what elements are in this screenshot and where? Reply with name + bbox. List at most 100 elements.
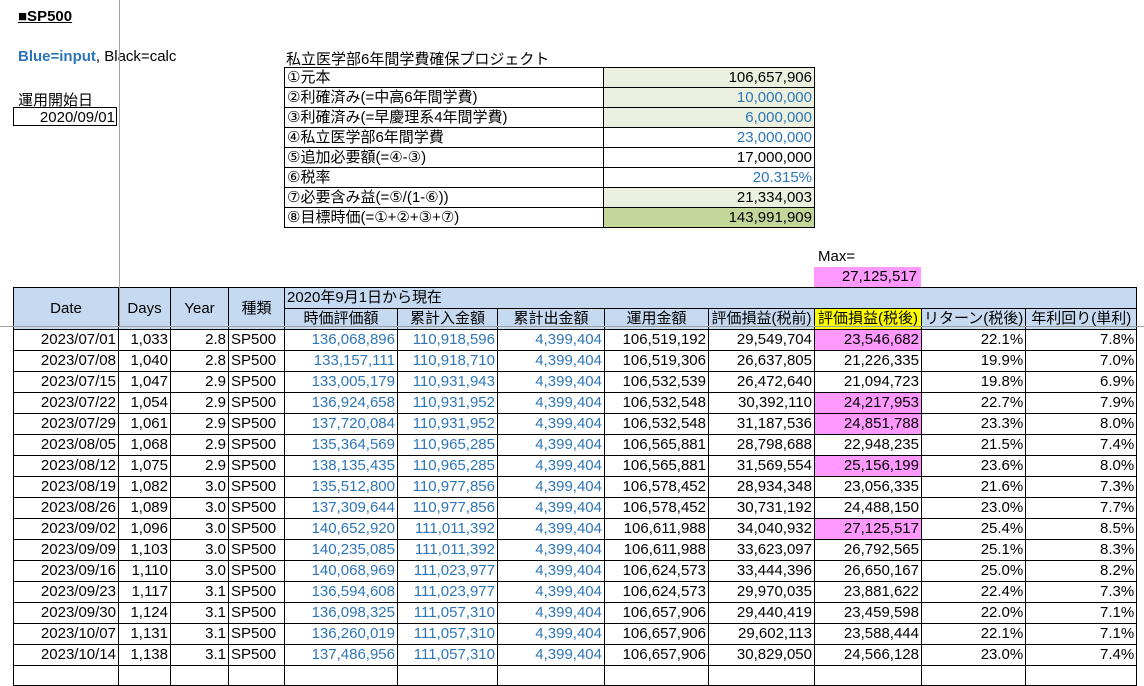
cell-annual-yield[interactable]: 8.0% (1025, 413, 1138, 435)
header-return-aftertax[interactable]: リターン(税後) (920, 308, 1027, 330)
summary-label[interactable]: ②利確済み(=中高6年間学費) (284, 87, 604, 108)
cell-cumulative-deposit[interactable]: 111,023,977 (397, 560, 498, 582)
cell-pnl-aftertax[interactable]: 23,459,598 (814, 602, 922, 624)
cell-year[interactable]: 2.9 (170, 455, 229, 477)
cell-days[interactable]: 1,089 (118, 497, 171, 519)
cell-cumulative-withdrawal[interactable]: 4,399,404 (497, 413, 605, 435)
summary-value[interactable]: 21,334,003 (603, 187, 815, 208)
cell-return-aftertax[interactable]: 23.0% (920, 644, 1027, 666)
cell-return-aftertax[interactable]: 21.6% (920, 476, 1027, 498)
cell-pnl-aftertax[interactable]: 24,851,788 (814, 413, 922, 435)
cell-date[interactable]: 2023/07/08 (13, 350, 119, 372)
cell-days[interactable]: 1,124 (118, 602, 171, 624)
cell-year[interactable]: 3.1 (170, 644, 229, 666)
summary-label[interactable]: ④私立医学部6年間学費 (284, 127, 604, 148)
cell-type[interactable]: SP500 (228, 581, 285, 603)
project-title[interactable]: 私立医学部6年間学費確保プロジェクト (286, 51, 550, 68)
cell-pnl-pretax[interactable]: 33,623,097 (708, 539, 815, 561)
empty-cell[interactable] (228, 665, 285, 686)
cell-annual-yield[interactable]: 7.0% (1025, 350, 1138, 372)
cell-cumulative-withdrawal[interactable]: 4,399,404 (497, 623, 605, 645)
header-type[interactable]: 種類 (228, 287, 285, 330)
cell-market-value[interactable]: 136,260,019 (284, 623, 398, 645)
cell-invested-amount[interactable]: 106,657,906 (604, 623, 709, 645)
cell-days[interactable]: 1,082 (118, 476, 171, 498)
empty-cell[interactable] (397, 665, 498, 686)
empty-cell[interactable] (13, 665, 119, 686)
cell-market-value[interactable]: 137,309,644 (284, 497, 398, 519)
cell-year[interactable]: 3.0 (170, 518, 229, 540)
cell-return-aftertax[interactable]: 19.9% (920, 350, 1027, 372)
cell-return-aftertax[interactable]: 25.4% (920, 518, 1027, 540)
cell-invested-amount[interactable]: 106,565,881 (604, 434, 709, 456)
cell-pnl-aftertax[interactable]: 25,156,199 (814, 455, 922, 477)
cell-pnl-pretax[interactable]: 29,602,113 (708, 623, 815, 645)
cell-days[interactable]: 1,054 (118, 392, 171, 414)
cell-cumulative-withdrawal[interactable]: 4,399,404 (497, 539, 605, 561)
empty-cell[interactable] (118, 665, 171, 686)
cell-cumulative-withdrawal[interactable]: 4,399,404 (497, 434, 605, 456)
cell-type[interactable]: SP500 (228, 476, 285, 498)
header-cumulative-deposit[interactable]: 累計入金額 (397, 308, 498, 330)
summary-label[interactable]: ①元本 (284, 67, 604, 88)
cell-cumulative-withdrawal[interactable]: 4,399,404 (497, 518, 605, 540)
cell-annual-yield[interactable]: 8.5% (1025, 518, 1138, 540)
empty-cell[interactable] (708, 665, 815, 686)
cell-invested-amount[interactable]: 106,532,548 (604, 413, 709, 435)
cell-pnl-aftertax[interactable]: 23,881,622 (814, 581, 922, 603)
header-days[interactable]: Days (118, 287, 171, 330)
cell-date[interactable]: 2023/08/19 (13, 476, 119, 498)
cell-pnl-pretax[interactable]: 28,934,348 (708, 476, 815, 498)
cell-year[interactable]: 3.1 (170, 581, 229, 603)
cell-pnl-aftertax[interactable]: 23,546,682 (814, 329, 922, 351)
cell-cumulative-withdrawal[interactable]: 4,399,404 (497, 350, 605, 372)
cell-cumulative-deposit[interactable]: 111,057,310 (397, 602, 498, 624)
cell-pnl-pretax[interactable]: 31,569,554 (708, 455, 815, 477)
cell-market-value[interactable]: 138,135,435 (284, 455, 398, 477)
cell-pnl-aftertax[interactable]: 21,226,335 (814, 350, 922, 372)
cell-market-value[interactable]: 137,486,956 (284, 644, 398, 666)
cell-date[interactable]: 2023/08/12 (13, 455, 119, 477)
summary-value[interactable]: 6,000,000 (603, 107, 815, 128)
cell-return-aftertax[interactable]: 23.3% (920, 413, 1027, 435)
cell-invested-amount[interactable]: 106,657,906 (604, 602, 709, 624)
cell-days[interactable]: 1,117 (118, 581, 171, 603)
cell-type[interactable]: SP500 (228, 455, 285, 477)
cell-market-value[interactable]: 140,652,920 (284, 518, 398, 540)
empty-cell[interactable] (284, 665, 398, 686)
cell-pnl-aftertax[interactable]: 22,948,235 (814, 434, 922, 456)
cell-cumulative-withdrawal[interactable]: 4,399,404 (497, 497, 605, 519)
cell-type[interactable]: SP500 (228, 392, 285, 414)
cell-cumulative-deposit[interactable]: 111,011,392 (397, 518, 498, 540)
summary-value[interactable]: 17,000,000 (603, 147, 815, 168)
start-date-label[interactable]: 運用開始日 (18, 92, 94, 109)
cell-annual-yield[interactable]: 7.3% (1025, 581, 1138, 603)
cell-annual-yield[interactable]: 7.7% (1025, 497, 1138, 519)
cell-return-aftertax[interactable]: 23.6% (920, 455, 1027, 477)
cell-cumulative-deposit[interactable]: 110,965,285 (397, 434, 498, 456)
header-year[interactable]: Year (170, 287, 229, 330)
cell-year[interactable]: 2.9 (170, 434, 229, 456)
cell-cumulative-deposit[interactable]: 110,918,596 (397, 329, 498, 351)
cell-cumulative-withdrawal[interactable]: 4,399,404 (497, 560, 605, 582)
cell-annual-yield[interactable]: 8.0% (1025, 455, 1138, 477)
cell-date[interactable]: 2023/08/05 (13, 434, 119, 456)
cell-invested-amount[interactable]: 106,578,452 (604, 476, 709, 498)
cell-type[interactable]: SP500 (228, 413, 285, 435)
cell-market-value[interactable]: 137,720,084 (284, 413, 398, 435)
cell-type[interactable]: SP500 (228, 371, 285, 393)
cell-pnl-aftertax[interactable]: 27,125,517 (814, 518, 922, 540)
cell-date[interactable]: 2023/07/15 (13, 371, 119, 393)
summary-value[interactable]: 23,000,000 (603, 127, 815, 148)
cell-days[interactable]: 1,138 (118, 644, 171, 666)
cell-days[interactable]: 1,096 (118, 518, 171, 540)
cell-cumulative-deposit[interactable]: 110,918,710 (397, 350, 498, 372)
cell-pnl-pretax[interactable]: 33,444,396 (708, 560, 815, 582)
cell-market-value[interactable]: 135,512,800 (284, 476, 398, 498)
cell-annual-yield[interactable]: 7.3% (1025, 476, 1138, 498)
cell-cumulative-withdrawal[interactable]: 4,399,404 (497, 644, 605, 666)
cell-annual-yield[interactable]: 7.4% (1025, 434, 1138, 456)
cell-invested-amount[interactable]: 106,657,906 (604, 644, 709, 666)
cell-annual-yield[interactable]: 7.4% (1025, 644, 1138, 666)
cell-days[interactable]: 1,110 (118, 560, 171, 582)
